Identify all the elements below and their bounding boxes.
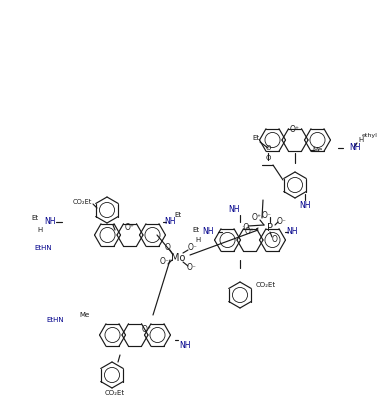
Text: NH: NH xyxy=(179,341,191,350)
Text: NH: NH xyxy=(286,227,298,236)
Text: Me: Me xyxy=(80,312,90,318)
Text: Mo: Mo xyxy=(171,253,185,263)
Text: O⁺: O⁺ xyxy=(142,326,152,335)
Text: EtHN: EtHN xyxy=(46,317,64,323)
Text: O⁻: O⁻ xyxy=(160,258,170,267)
Text: NH: NH xyxy=(202,227,214,236)
Text: O⁺: O⁺ xyxy=(125,223,135,232)
Text: NH: NH xyxy=(228,205,240,214)
Text: O⁺: O⁺ xyxy=(290,126,300,135)
Text: Et: Et xyxy=(31,215,38,221)
Text: Me: Me xyxy=(313,147,323,153)
Text: NH: NH xyxy=(299,200,311,209)
Text: ethyl: ethyl xyxy=(362,133,378,139)
Text: H: H xyxy=(195,237,201,243)
Text: CO₂Et: CO₂Et xyxy=(256,282,276,288)
Text: O: O xyxy=(265,145,271,151)
Text: Et: Et xyxy=(252,135,260,141)
Text: H: H xyxy=(358,137,364,143)
Text: P: P xyxy=(267,223,273,233)
Text: O: O xyxy=(165,243,171,252)
Text: O⁻: O⁻ xyxy=(277,218,287,227)
Text: O⁻: O⁻ xyxy=(262,211,272,220)
Text: NH: NH xyxy=(164,218,176,227)
Text: NH: NH xyxy=(44,218,56,227)
Text: O: O xyxy=(265,155,271,161)
Text: O⁻: O⁻ xyxy=(187,263,197,272)
Text: ·O: ·O xyxy=(241,223,249,232)
Text: O: O xyxy=(272,236,278,245)
Text: CO₂Et: CO₂Et xyxy=(72,199,92,205)
Text: O⁺·: O⁺· xyxy=(252,213,264,222)
Text: O⁻: O⁻ xyxy=(188,243,198,252)
Text: CO₂Et: CO₂Et xyxy=(105,390,125,396)
Text: EtHN: EtHN xyxy=(34,245,52,251)
Text: Et: Et xyxy=(192,227,200,233)
Text: NH: NH xyxy=(349,144,361,153)
Text: Et: Et xyxy=(174,212,181,218)
Text: H: H xyxy=(37,227,43,233)
Text: O⁺: O⁺ xyxy=(245,227,255,236)
